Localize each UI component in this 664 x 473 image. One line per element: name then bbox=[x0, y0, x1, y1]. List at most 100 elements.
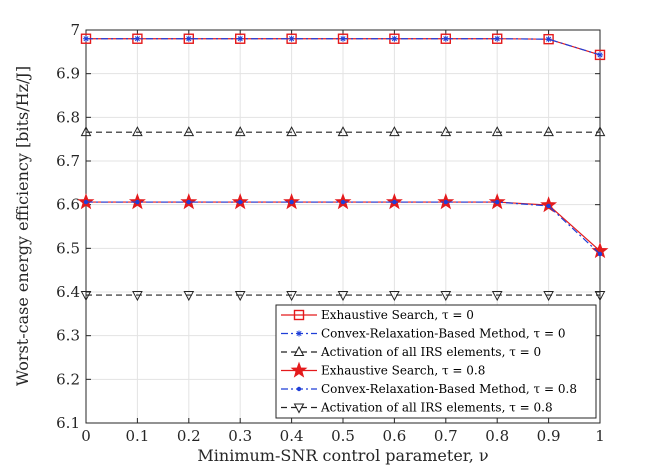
triangle-down-marker bbox=[389, 291, 400, 302]
dot-marker bbox=[597, 251, 603, 257]
square-marker bbox=[234, 33, 246, 44]
square-marker bbox=[594, 49, 606, 61]
asterisk-stroke bbox=[546, 36, 552, 42]
asterisk-marker bbox=[185, 35, 192, 42]
asterisk-marker bbox=[237, 35, 244, 42]
legend-item: Exhaustive Search, τ = 0.8 bbox=[281, 361, 485, 378]
dot-marker bbox=[186, 199, 191, 205]
star-marker bbox=[290, 361, 308, 378]
asterisk-marker bbox=[597, 51, 603, 58]
triangle-down-marker bbox=[293, 403, 305, 414]
triangle-up-marker bbox=[286, 126, 297, 137]
series-5 bbox=[83, 199, 603, 257]
dot-marker bbox=[340, 199, 346, 205]
triangle-down-marker bbox=[183, 291, 195, 302]
triangle-down-marker bbox=[543, 291, 554, 302]
series-3 bbox=[80, 126, 606, 137]
x-tick-label: 0 bbox=[81, 427, 91, 445]
asterisk-stroke bbox=[391, 36, 397, 42]
series-2 bbox=[83, 35, 603, 58]
legend-item: Activation of all IRS elements, τ = 0.8 bbox=[281, 401, 553, 415]
ticks: 0 0.1 0.2 0.3 0.4 0.5 0.6 0.7 0.8 0.9 1 6.1 6.2 6.3 6.… bbox=[56, 21, 605, 445]
asterisk-marker bbox=[340, 35, 346, 42]
y-tick-label: 6.9 bbox=[56, 65, 80, 83]
legend: Exhaustive Search, τ = 0 Convex-Relaxatio… bbox=[275, 304, 597, 419]
asterisk-marker bbox=[296, 330, 302, 337]
asterisk-stroke bbox=[340, 36, 346, 42]
x-axis-label: Minimum-SNR control parameter, ν bbox=[197, 446, 488, 465]
y-tick-label: 6.2 bbox=[56, 370, 80, 388]
x-tick-label: 0.5 bbox=[331, 427, 355, 445]
asterisk-stroke bbox=[237, 36, 243, 42]
x-tick-label: 0.6 bbox=[382, 427, 406, 445]
legend-label: Exhaustive Search, τ = 0 bbox=[321, 308, 474, 322]
legend-item: Exhaustive Search, τ = 0 bbox=[281, 308, 474, 322]
asterisk-stroke bbox=[597, 52, 603, 58]
y-tick-label: 6.5 bbox=[56, 239, 80, 257]
asterisk-stroke bbox=[186, 36, 192, 42]
dot-marker bbox=[495, 199, 500, 205]
dot-marker bbox=[296, 386, 302, 392]
asterisk-marker bbox=[494, 35, 501, 42]
triangle-down-marker bbox=[491, 291, 503, 302]
asterisk-stroke bbox=[494, 36, 500, 42]
triangle-up-marker bbox=[337, 126, 349, 137]
legend-label: Exhaustive Search, τ = 0.8 bbox=[321, 364, 485, 378]
y-tick-label: 6.3 bbox=[56, 327, 80, 345]
triangle-up-marker bbox=[234, 126, 246, 137]
legend-label: Convex-Relaxation-Based Method, τ = 0 bbox=[321, 327, 566, 341]
triangle-down-marker bbox=[234, 291, 246, 302]
x-tick-label: 0.4 bbox=[280, 427, 304, 445]
y-tick-label: 6.8 bbox=[56, 108, 80, 126]
y-tick-label: 6.6 bbox=[56, 196, 80, 214]
triangle-down-marker bbox=[337, 291, 349, 302]
asterisk-marker bbox=[442, 35, 449, 42]
triangle-down-marker bbox=[80, 291, 92, 302]
asterisk-marker bbox=[288, 35, 295, 42]
x-tick-label: 0.1 bbox=[125, 427, 149, 445]
x-tick-label: 1 bbox=[595, 427, 605, 445]
triangle-up-marker bbox=[183, 126, 195, 137]
x-tick-label: 0.3 bbox=[228, 427, 252, 445]
dot-marker bbox=[392, 199, 397, 205]
triangle-down-marker bbox=[594, 291, 606, 302]
legend-box bbox=[275, 304, 597, 419]
dot-marker bbox=[135, 199, 140, 205]
x-tick-label: 0.2 bbox=[177, 427, 201, 445]
asterisk-stroke bbox=[83, 36, 89, 42]
triangle-down-marker bbox=[132, 291, 143, 302]
x-tick-label: 0.7 bbox=[434, 427, 458, 445]
x-tick-label: 0.9 bbox=[537, 427, 561, 445]
y-tick-label: 7 bbox=[70, 21, 80, 39]
dot-marker bbox=[289, 199, 294, 205]
x-tick-label: 0.8 bbox=[485, 427, 509, 445]
legend-item: Activation of all IRS elements, τ = 0 bbox=[281, 345, 541, 359]
asterisk-marker bbox=[134, 35, 141, 42]
triangle-up-marker bbox=[491, 126, 503, 137]
triangle-up-marker bbox=[132, 126, 143, 137]
series-6 bbox=[80, 291, 606, 302]
triangle-up-marker bbox=[543, 126, 554, 137]
asterisk-stroke bbox=[296, 330, 302, 337]
y-tick-label: 6.1 bbox=[56, 414, 80, 432]
asterisk-marker bbox=[391, 35, 398, 42]
square-marker bbox=[293, 309, 305, 321]
triangle-up-marker bbox=[80, 126, 92, 137]
legend-label: Activation of all IRS elements, τ = 0 bbox=[320, 345, 541, 359]
dot-marker bbox=[546, 203, 551, 209]
triangle-up-marker bbox=[293, 345, 305, 356]
y-tick-label: 6.4 bbox=[56, 283, 80, 301]
y-axis-label: Worst-case energy efficiency [bits/Hz/J] bbox=[13, 66, 32, 386]
dot-marker bbox=[238, 199, 243, 205]
dot-marker bbox=[83, 199, 89, 205]
y-tick-label: 6.7 bbox=[56, 152, 80, 170]
legend-label: Activation of all IRS elements, τ = 0.8 bbox=[320, 401, 553, 415]
triangle-up-marker bbox=[389, 126, 400, 137]
triangle-up-marker bbox=[440, 126, 452, 137]
legend-label: Convex-Relaxation-Based Method, τ = 0.8 bbox=[321, 382, 577, 396]
legend-item: Convex-Relaxation-Based Method, τ = 0.8 bbox=[281, 382, 577, 396]
asterisk-stroke bbox=[289, 36, 295, 42]
series-group bbox=[77, 33, 609, 302]
asterisk-stroke bbox=[134, 36, 140, 42]
